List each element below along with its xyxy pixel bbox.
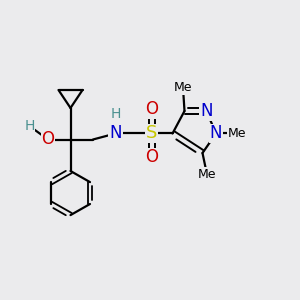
Text: O: O (145, 100, 158, 118)
Text: N: N (210, 124, 222, 142)
Text: N: N (200, 102, 213, 120)
Text: Me: Me (228, 127, 246, 140)
Text: O: O (145, 148, 158, 166)
Text: Me: Me (198, 168, 216, 181)
Text: Me: Me (174, 81, 192, 94)
Text: H: H (110, 107, 121, 121)
Text: S: S (146, 124, 157, 142)
Text: O: O (41, 130, 55, 148)
Text: N: N (109, 124, 122, 142)
Text: H: H (24, 119, 34, 133)
